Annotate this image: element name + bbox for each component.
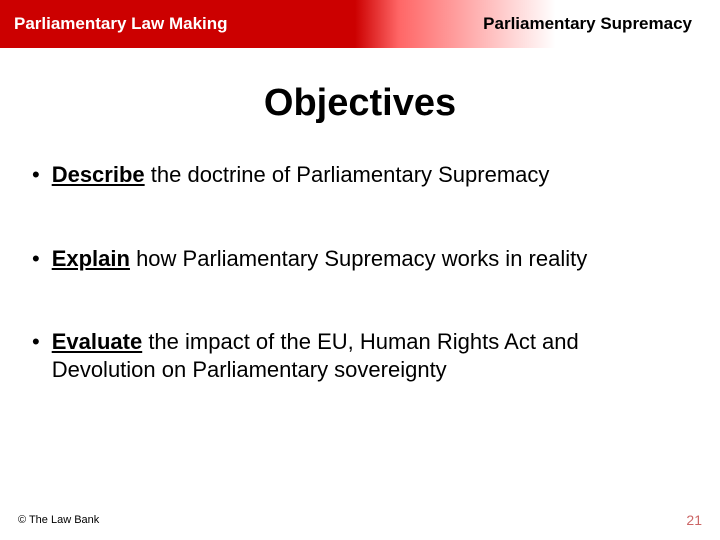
header-right-block: Parliamentary Supremacy — [355, 0, 720, 48]
bullet-verb: Explain — [52, 246, 130, 271]
bullet-item: • Explain how Parliamentary Supremacy wo… — [32, 245, 688, 273]
header-left-block: Parliamentary Law Making — [0, 0, 355, 48]
page-number: 21 — [686, 512, 702, 528]
bullet-verb: Describe — [52, 162, 145, 187]
header-left-text: Parliamentary Law Making — [14, 14, 228, 34]
bullet-dot-icon: • — [32, 245, 40, 273]
bullet-dot-icon: • — [32, 328, 40, 356]
bullet-dot-icon: • — [32, 161, 40, 189]
slide-title: Objectives — [0, 82, 720, 125]
bullet-verb: Evaluate — [52, 329, 143, 354]
bullet-text: Explain how Parliamentary Supremacy work… — [52, 245, 588, 273]
bullet-rest: how Parliamentary Supremacy works in rea… — [130, 246, 587, 271]
bullet-item: • Evaluate the impact of the EU, Human R… — [32, 328, 688, 383]
bullet-text: Describe the doctrine of Parliamentary S… — [52, 161, 550, 189]
bullet-rest: the doctrine of Parliamentary Supremacy — [145, 162, 550, 187]
bullet-item: • Describe the doctrine of Parliamentary… — [32, 161, 688, 189]
slide-footer: © The Law Bank 21 — [0, 512, 720, 528]
footer-copyright: © The Law Bank — [18, 514, 99, 526]
header-right-text: Parliamentary Supremacy — [483, 14, 692, 34]
bullet-text: Evaluate the impact of the EU, Human Rig… — [52, 328, 688, 383]
bullet-list: • Describe the doctrine of Parliamentary… — [0, 125, 720, 383]
slide-header: Parliamentary Law Making Parliamentary S… — [0, 0, 720, 48]
